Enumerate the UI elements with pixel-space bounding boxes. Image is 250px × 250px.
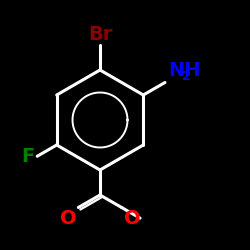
Text: O: O <box>124 208 140 228</box>
Text: O: O <box>60 208 76 228</box>
Text: F: F <box>21 147 34 166</box>
Text: Br: Br <box>88 25 112 44</box>
Text: 2: 2 <box>182 70 191 83</box>
Text: NH: NH <box>168 62 200 80</box>
